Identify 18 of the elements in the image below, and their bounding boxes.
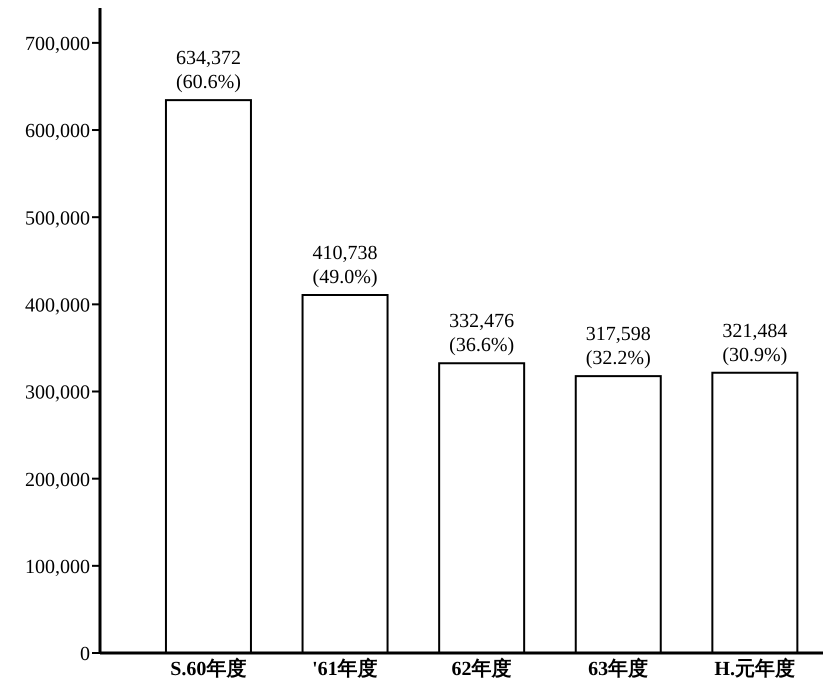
data-label: 410,738 (49.0%) [312, 242, 378, 288]
y-tick-label: 600,000 [25, 120, 90, 142]
y-tick-label: 400,000 [25, 294, 90, 316]
data-label: 321,484 (30.9%) [722, 320, 788, 366]
y-tick-label: 200,000 [25, 468, 90, 491]
y-tick-label: 700,000 [25, 32, 90, 55]
x-tick-label: '61年度 [312, 657, 378, 680]
y-tick-label: 0 [80, 643, 90, 666]
data-label: 317,598 (32.2%) [586, 323, 651, 370]
x-tick-label: 62年度 [452, 657, 512, 680]
x-tick-label: H.元年度 [714, 657, 795, 680]
data-label: 634,372 (60.6%) [176, 47, 241, 94]
x-tick-label: 63年度 [588, 657, 648, 680]
data-label: 332,476 (36.6%) [449, 310, 514, 356]
x-tick-label: S.60年度 [170, 657, 246, 680]
y-tick-label: 100,000 [25, 556, 90, 578]
y-tick-label: 500,000 [25, 207, 90, 230]
y-tick-label: 300,000 [25, 382, 90, 404]
